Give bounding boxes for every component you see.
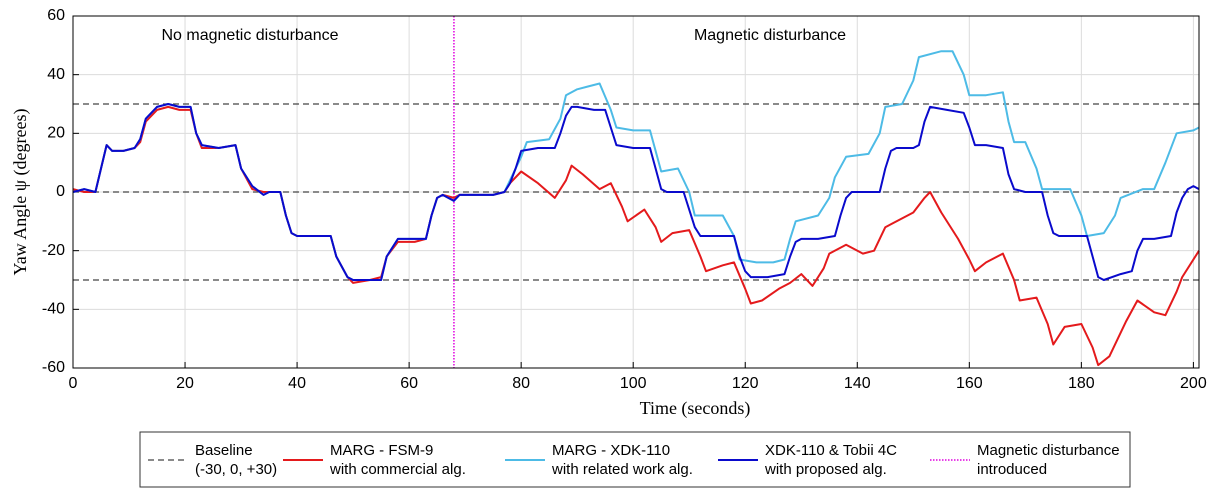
annotation: Magnetic disturbance [694,27,846,44]
x-tick-label: 200 [1180,375,1207,392]
x-tick-label: 20 [176,375,194,392]
y-tick-label: -40 [42,301,65,318]
x-tick-label: 140 [844,375,871,392]
legend-label-line: XDK-110 & Tobii 4C [765,442,897,459]
x-tick-label: 160 [956,375,983,392]
legend-label-line: with proposed alg. [764,461,887,478]
legend-label: XDK-110 & Tobii 4C with proposed alg. [764,442,897,478]
series-line [72,103,1200,281]
x-tick-label: 60 [400,375,418,392]
y-tick-label: -60 [42,359,65,376]
legend-label-line: MARG - FSM-9 [330,442,433,459]
x-tick-label: 120 [732,375,759,392]
legend-label-line: with related work alg. [551,461,693,478]
legend-label-line: Magnetic disturbance [977,442,1120,459]
plot-frame [72,15,1200,369]
x-tick-label: 180 [1068,375,1095,392]
annotation: No magnetic disturbance [162,27,339,44]
legend-label: MARG - XDK-110 with related work alg. [551,442,693,478]
y-tick-label: 40 [47,66,65,83]
legend-label: Baseline (-30, 0, +30) [195,442,277,478]
legend-label-line: MARG - XDK-110 [552,442,670,459]
legend-label: Magnetic disturbance introduced [977,442,1120,478]
legend-label-line: introduced [977,461,1047,478]
x-tick-label: 100 [620,375,647,392]
legend-label-line: with commercial alg. [329,461,466,478]
x-tick-label: 80 [512,375,530,392]
x-tick-label: 0 [69,375,78,392]
y-tick-label: 0 [56,183,65,200]
x-tick-label: 40 [288,375,306,392]
legend-label: MARG - FSM-9 with commercial alg. [329,442,466,478]
x-axis-label: Time (seconds) [640,398,751,419]
y-tick-label: 20 [47,125,65,142]
y-axis-label: Yaw Angle ψ (degrees) [10,109,31,276]
y-tick-label: -20 [42,242,65,259]
legend-label-line: Baseline [195,442,253,459]
legend-label-line: (-30, 0, +30) [195,461,277,478]
y-tick-label: 60 [47,7,65,24]
